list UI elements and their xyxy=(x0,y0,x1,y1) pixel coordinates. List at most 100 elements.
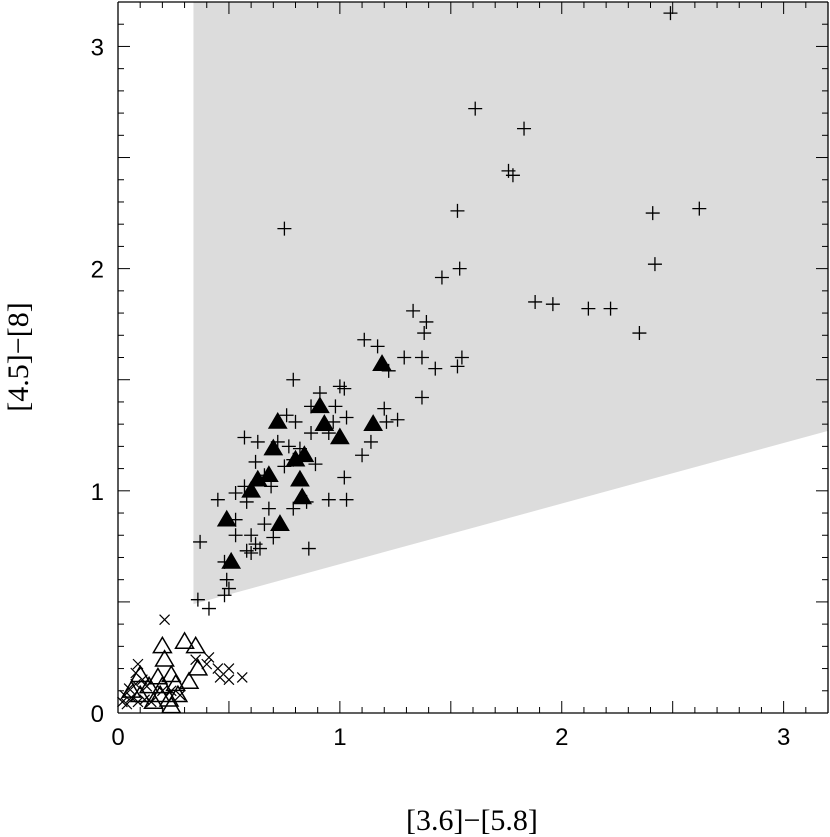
y-tick-label-2: 2 xyxy=(91,257,104,284)
point-filled-triangle-0 xyxy=(372,354,392,371)
point-cross-17 xyxy=(132,696,144,708)
point-open-triangle-16 xyxy=(158,689,180,707)
point-plus-18 xyxy=(419,314,434,329)
point-filled-triangle-10 xyxy=(259,465,279,483)
point-cross-19 xyxy=(121,698,133,710)
point-plus-4 xyxy=(505,168,520,183)
point-plus-71 xyxy=(266,530,281,545)
point-cross-22 xyxy=(156,685,168,697)
point-cross-14 xyxy=(141,680,153,692)
point-cross-16 xyxy=(125,692,137,703)
y-tick-label-0: 0 xyxy=(91,701,104,728)
point-plus-68 xyxy=(257,517,272,532)
point-cross-24 xyxy=(174,689,186,701)
point-filled-triangle-16 xyxy=(221,551,242,569)
axes-layer xyxy=(117,1,829,714)
point-plus-19 xyxy=(357,332,372,347)
point-plus-13 xyxy=(545,297,560,312)
point-plus-5 xyxy=(450,203,465,218)
point-plus-64 xyxy=(339,492,354,507)
point-filled-triangle-2 xyxy=(314,414,335,431)
x-tick-label-0: 0 xyxy=(111,724,124,751)
point-plus-22 xyxy=(397,350,412,365)
point-plus-2 xyxy=(517,121,532,136)
point-plus-25 xyxy=(450,359,465,374)
point-open-triangle-15 xyxy=(167,684,189,703)
point-plus-16 xyxy=(632,326,647,341)
point-plus-53 xyxy=(308,457,323,472)
point-open-triangle-9 xyxy=(152,675,173,694)
point-filled-triangle-4 xyxy=(267,411,288,429)
point-cross-15 xyxy=(119,689,131,701)
point-filled-triangle-6 xyxy=(263,438,284,456)
point-cross-21 xyxy=(145,696,157,708)
point-plus-8 xyxy=(277,221,292,236)
point-cross-9 xyxy=(132,658,144,670)
x-tick-label-1: 1 xyxy=(333,724,346,751)
point-open-triangle-0 xyxy=(152,635,173,654)
point-cross-13 xyxy=(130,678,142,690)
point-plus-11 xyxy=(647,257,662,272)
point-cross-0 xyxy=(159,614,171,626)
point-plus-29 xyxy=(286,372,301,387)
point-open-triangle-1 xyxy=(174,631,195,649)
point-plus-32 xyxy=(337,381,352,396)
point-cross-3 xyxy=(201,658,213,670)
point-plus-75 xyxy=(239,543,254,558)
shaded-region-layer xyxy=(193,2,828,605)
point-cross-1 xyxy=(203,652,215,663)
point-plus-38 xyxy=(339,410,354,425)
point-filled-triangle-13 xyxy=(292,487,313,505)
point-plus-9 xyxy=(434,270,449,285)
point-plus-7 xyxy=(692,201,707,216)
point-open-triangle-17 xyxy=(143,691,164,709)
point-filled-triangle-12 xyxy=(241,480,261,498)
point-filled-triangle-3 xyxy=(330,427,350,445)
point-plus-20 xyxy=(370,339,385,354)
point-plus-55 xyxy=(337,470,352,485)
point-plus-73 xyxy=(253,541,267,556)
point-plus-47 xyxy=(281,439,296,454)
point-cross-12 xyxy=(123,683,135,694)
point-filled-triangle-14 xyxy=(216,509,237,527)
point-plus-24 xyxy=(428,361,443,376)
y-axis-title: [4.5]−[8] xyxy=(2,302,35,411)
point-plus-1 xyxy=(468,101,483,116)
point-plus-45 xyxy=(237,430,252,445)
point-plus-59 xyxy=(228,486,243,501)
point-open-triangle-8 xyxy=(138,675,160,694)
point-plus-14 xyxy=(581,301,596,316)
point-plus-77 xyxy=(193,534,208,549)
y-tick-label-1: 1 xyxy=(91,479,104,506)
point-filled-triangle-11 xyxy=(290,469,310,487)
point-plus-28 xyxy=(414,390,429,405)
point-plus-50 xyxy=(355,448,370,463)
point-plus-6 xyxy=(645,206,660,221)
point-filled-triangle-5 xyxy=(363,414,384,431)
point-cross-23 xyxy=(165,685,177,697)
point-plus-81 xyxy=(217,588,232,603)
point-filled-triangle-15 xyxy=(270,514,290,531)
x-tick-label-2: 2 xyxy=(555,724,568,751)
point-open-triangle-3 xyxy=(154,649,175,667)
point-open-triangle-11 xyxy=(178,671,200,689)
point-cross-5 xyxy=(223,663,235,674)
point-cross-11 xyxy=(136,674,148,686)
point-cross-6 xyxy=(214,672,226,683)
point-plus-44 xyxy=(250,434,265,449)
point-open-triangle-2 xyxy=(185,635,206,654)
x-tick-label-3: 3 xyxy=(777,724,790,751)
point-plus-15 xyxy=(603,301,618,316)
point-plus-12 xyxy=(528,294,543,309)
point-cross-2 xyxy=(190,654,202,666)
point-plus-35 xyxy=(377,401,392,416)
point-cross-20 xyxy=(139,694,151,706)
point-plus-37 xyxy=(390,412,405,427)
point-plus-23 xyxy=(414,350,429,365)
x-axis-title: [3.6]−[5.8] xyxy=(406,804,538,837)
point-plus-60 xyxy=(210,492,225,507)
point-plus-26 xyxy=(454,350,469,365)
point-filled-triangle-8 xyxy=(294,445,315,463)
point-cross-4 xyxy=(212,663,224,674)
